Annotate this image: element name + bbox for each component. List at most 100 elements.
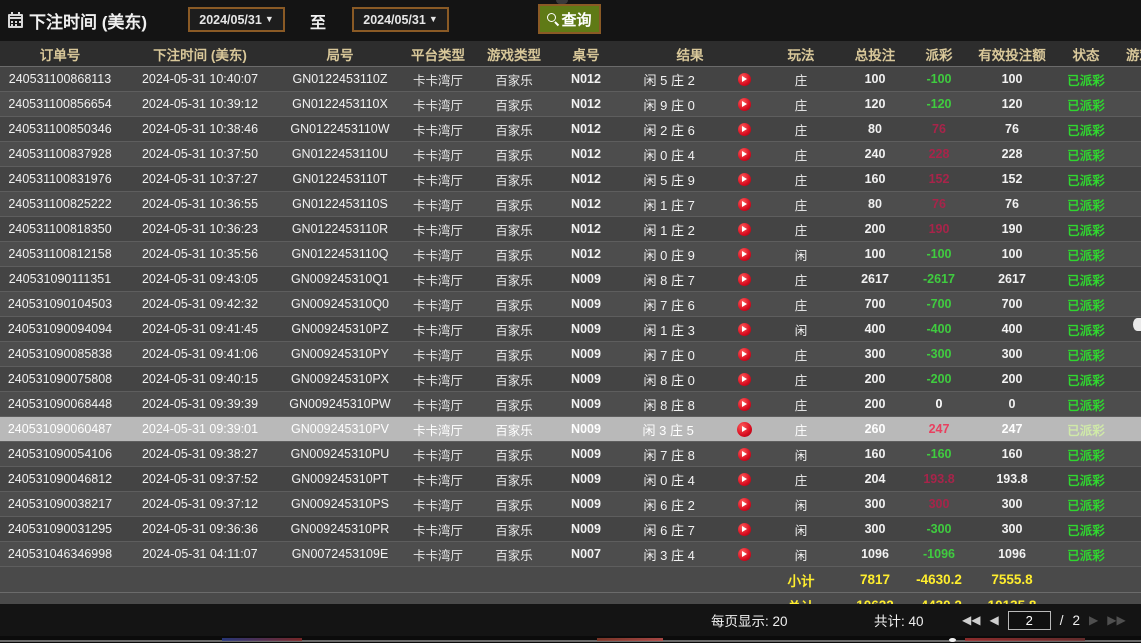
play-video-icon[interactable] [737, 372, 751, 386]
cell-game-mode: - [1118, 341, 1141, 367]
column-header-11[interactable]: 状态 [1054, 41, 1118, 67]
last-page-button[interactable]: ▶▶ [1107, 613, 1126, 627]
cell-game-type: 百家乐 [476, 316, 552, 342]
column-header-8[interactable]: 总投注 [842, 41, 908, 67]
cell-table-no: N009 [552, 266, 620, 292]
play-video-icon[interactable] [737, 122, 751, 136]
table-row[interactable]: 240531090104503 2024-05-31 09:42:32 GN0092… [0, 291, 1141, 317]
cell-total-bet: 160 [842, 166, 908, 192]
first-page-button[interactable]: ◀◀ [962, 613, 981, 627]
play-video-icon[interactable] [737, 222, 751, 236]
play-video-icon[interactable] [737, 322, 751, 336]
column-header-12[interactable]: 游戏模式 [1118, 41, 1141, 67]
column-header-6[interactable]: 结果 [620, 41, 760, 67]
cell-play-type: 庄 [760, 416, 842, 442]
table-row[interactable]: 240531100818350 2024-05-31 10:36:23 GN0122… [0, 216, 1141, 242]
cell-bet-time: 2024-05-31 10:37:27 [120, 166, 280, 192]
column-header-7[interactable]: 玩法 [760, 41, 842, 67]
cell-valid-bet: 76 [970, 116, 1054, 142]
cell-platform: 卡卡湾厅 [400, 316, 476, 342]
column-header-0[interactable]: 订单号 [0, 41, 120, 67]
page-number-input[interactable] [1007, 610, 1051, 630]
summary-spacer [400, 566, 476, 593]
next-page-button[interactable]: ▶ [1088, 613, 1099, 627]
strip-blip [222, 638, 302, 641]
summary-spacer [1054, 592, 1118, 604]
play-video-icon[interactable] [737, 97, 751, 111]
date-from-select[interactable]: 2024/05/31 ▼ [188, 7, 285, 32]
table-row[interactable]: 240531046346998 2024-05-31 04:11:07 GN0072… [0, 541, 1141, 567]
cell-table-no: N012 [552, 216, 620, 242]
column-header-4[interactable]: 游戏类型 [476, 41, 552, 67]
prev-page-button[interactable]: ◀ [989, 613, 999, 627]
vertical-scroll-thumb[interactable] [1133, 318, 1141, 331]
play-video-icon[interactable] [737, 297, 751, 311]
cell-status: 已派彩 [1054, 91, 1118, 117]
cell-round-id: GN009245310PZ [280, 316, 400, 342]
play-video-icon[interactable] [737, 197, 751, 211]
table-row[interactable]: 240531090068448 2024-05-31 09:39:39 GN0092… [0, 391, 1141, 417]
column-header-3[interactable]: 平台类型 [400, 41, 476, 67]
table-row[interactable]: 240531100831976 2024-05-31 10:37:27 GN0122… [0, 166, 1141, 192]
table-row[interactable]: 240531090075808 2024-05-31 09:40:15 GN0092… [0, 366, 1141, 392]
table-row[interactable]: 240531090046812 2024-05-31 09:37:52 GN0092… [0, 466, 1141, 492]
cell-bet-time: 2024-05-31 10:36:23 [120, 216, 280, 242]
summary-spacer [120, 566, 280, 593]
play-video-icon[interactable] [737, 172, 751, 186]
column-header-9[interactable]: 派彩 [908, 41, 970, 67]
cell-play-type: 庄 [760, 341, 842, 367]
cell-payout: -100 [908, 241, 970, 267]
column-header-2[interactable]: 局号 [280, 41, 400, 67]
cell-round-id: GN0122453110X [280, 91, 400, 117]
play-video-icon[interactable] [737, 147, 751, 161]
summary-label: 总计 [760, 592, 842, 604]
play-video-icon[interactable] [737, 397, 751, 411]
cell-game-mode: - [1118, 416, 1141, 442]
strip-divider [0, 640, 1141, 642]
play-video-icon[interactable] [737, 272, 751, 286]
table-row[interactable]: 240531090060487 2024-05-31 09:39:01 GN0092… [0, 416, 1141, 442]
cell-order-id: 240531090038217 [0, 491, 120, 517]
date-to-select[interactable]: 2024/05/31 ▼ [352, 7, 449, 32]
table-row[interactable]: 240531100812158 2024-05-31 10:35:56 GN0122… [0, 241, 1141, 267]
table-row[interactable]: 240531100850346 2024-05-31 10:38:46 GN0122… [0, 116, 1141, 142]
query-button[interactable]: 查询 [538, 4, 601, 34]
play-video-icon[interactable] [737, 547, 751, 561]
play-video-icon[interactable] [737, 247, 751, 261]
cell-play-type: 庄 [760, 366, 842, 392]
play-video-icon[interactable] [737, 522, 751, 536]
result-text: 闲 7 庄 8 [643, 447, 695, 463]
table-row[interactable]: 240531090085838 2024-05-31 09:41:06 GN0092… [0, 341, 1141, 367]
table-row[interactable]: 240531090038217 2024-05-31 09:37:12 GN0092… [0, 491, 1141, 517]
table-row[interactable]: 240531100856654 2024-05-31 10:39:12 GN0122… [0, 91, 1141, 117]
cell-valid-bet: 120 [970, 91, 1054, 117]
summary-label: 小计 [760, 566, 842, 593]
column-header-5[interactable]: 桌号 [552, 41, 620, 67]
table-row[interactable]: 240531090054106 2024-05-31 09:38:27 GN0092… [0, 441, 1141, 467]
play-video-icon[interactable] [737, 72, 751, 86]
play-video-icon[interactable] [737, 447, 751, 461]
table-row[interactable]: 240531090111351 2024-05-31 09:43:05 GN0092… [0, 266, 1141, 292]
play-video-icon[interactable] [737, 347, 751, 361]
table-row[interactable]: 240531100825222 2024-05-31 10:36:55 GN0122… [0, 191, 1141, 217]
cell-valid-bet: 300 [970, 516, 1054, 542]
play-video-icon[interactable] [737, 497, 751, 511]
page-title: 下注时间 (美东) [29, 13, 148, 32]
play-video-icon[interactable] [737, 472, 751, 486]
result-text: 闲 8 庄 0 [643, 372, 695, 388]
summary-payout: -4630.2 [908, 566, 970, 593]
table-row[interactable]: 240531090094094 2024-05-31 09:41:45 GN0092… [0, 316, 1141, 342]
column-header-1[interactable]: 下注时间 (美东) [120, 41, 280, 67]
cell-result: 闲 3 庄 5 [620, 416, 760, 442]
table-row[interactable]: 240531090031295 2024-05-31 09:36:36 GN0092… [0, 516, 1141, 542]
cell-total-bet: 200 [842, 216, 908, 242]
play-video-icon[interactable] [736, 421, 752, 437]
total-pages-label: 2 [1072, 612, 1080, 628]
cell-table-no: N012 [552, 116, 620, 142]
cell-game-mode: - [1118, 466, 1141, 492]
column-header-10[interactable]: 有效投注额 [970, 41, 1054, 67]
table-row[interactable]: 240531100837928 2024-05-31 10:37:50 GN0122… [0, 141, 1141, 167]
cell-game-type: 百家乐 [476, 341, 552, 367]
cell-status: 已派彩 [1054, 116, 1118, 142]
table-row[interactable]: 240531100868113 2024-05-31 10:40:07 GN0122… [0, 66, 1141, 92]
